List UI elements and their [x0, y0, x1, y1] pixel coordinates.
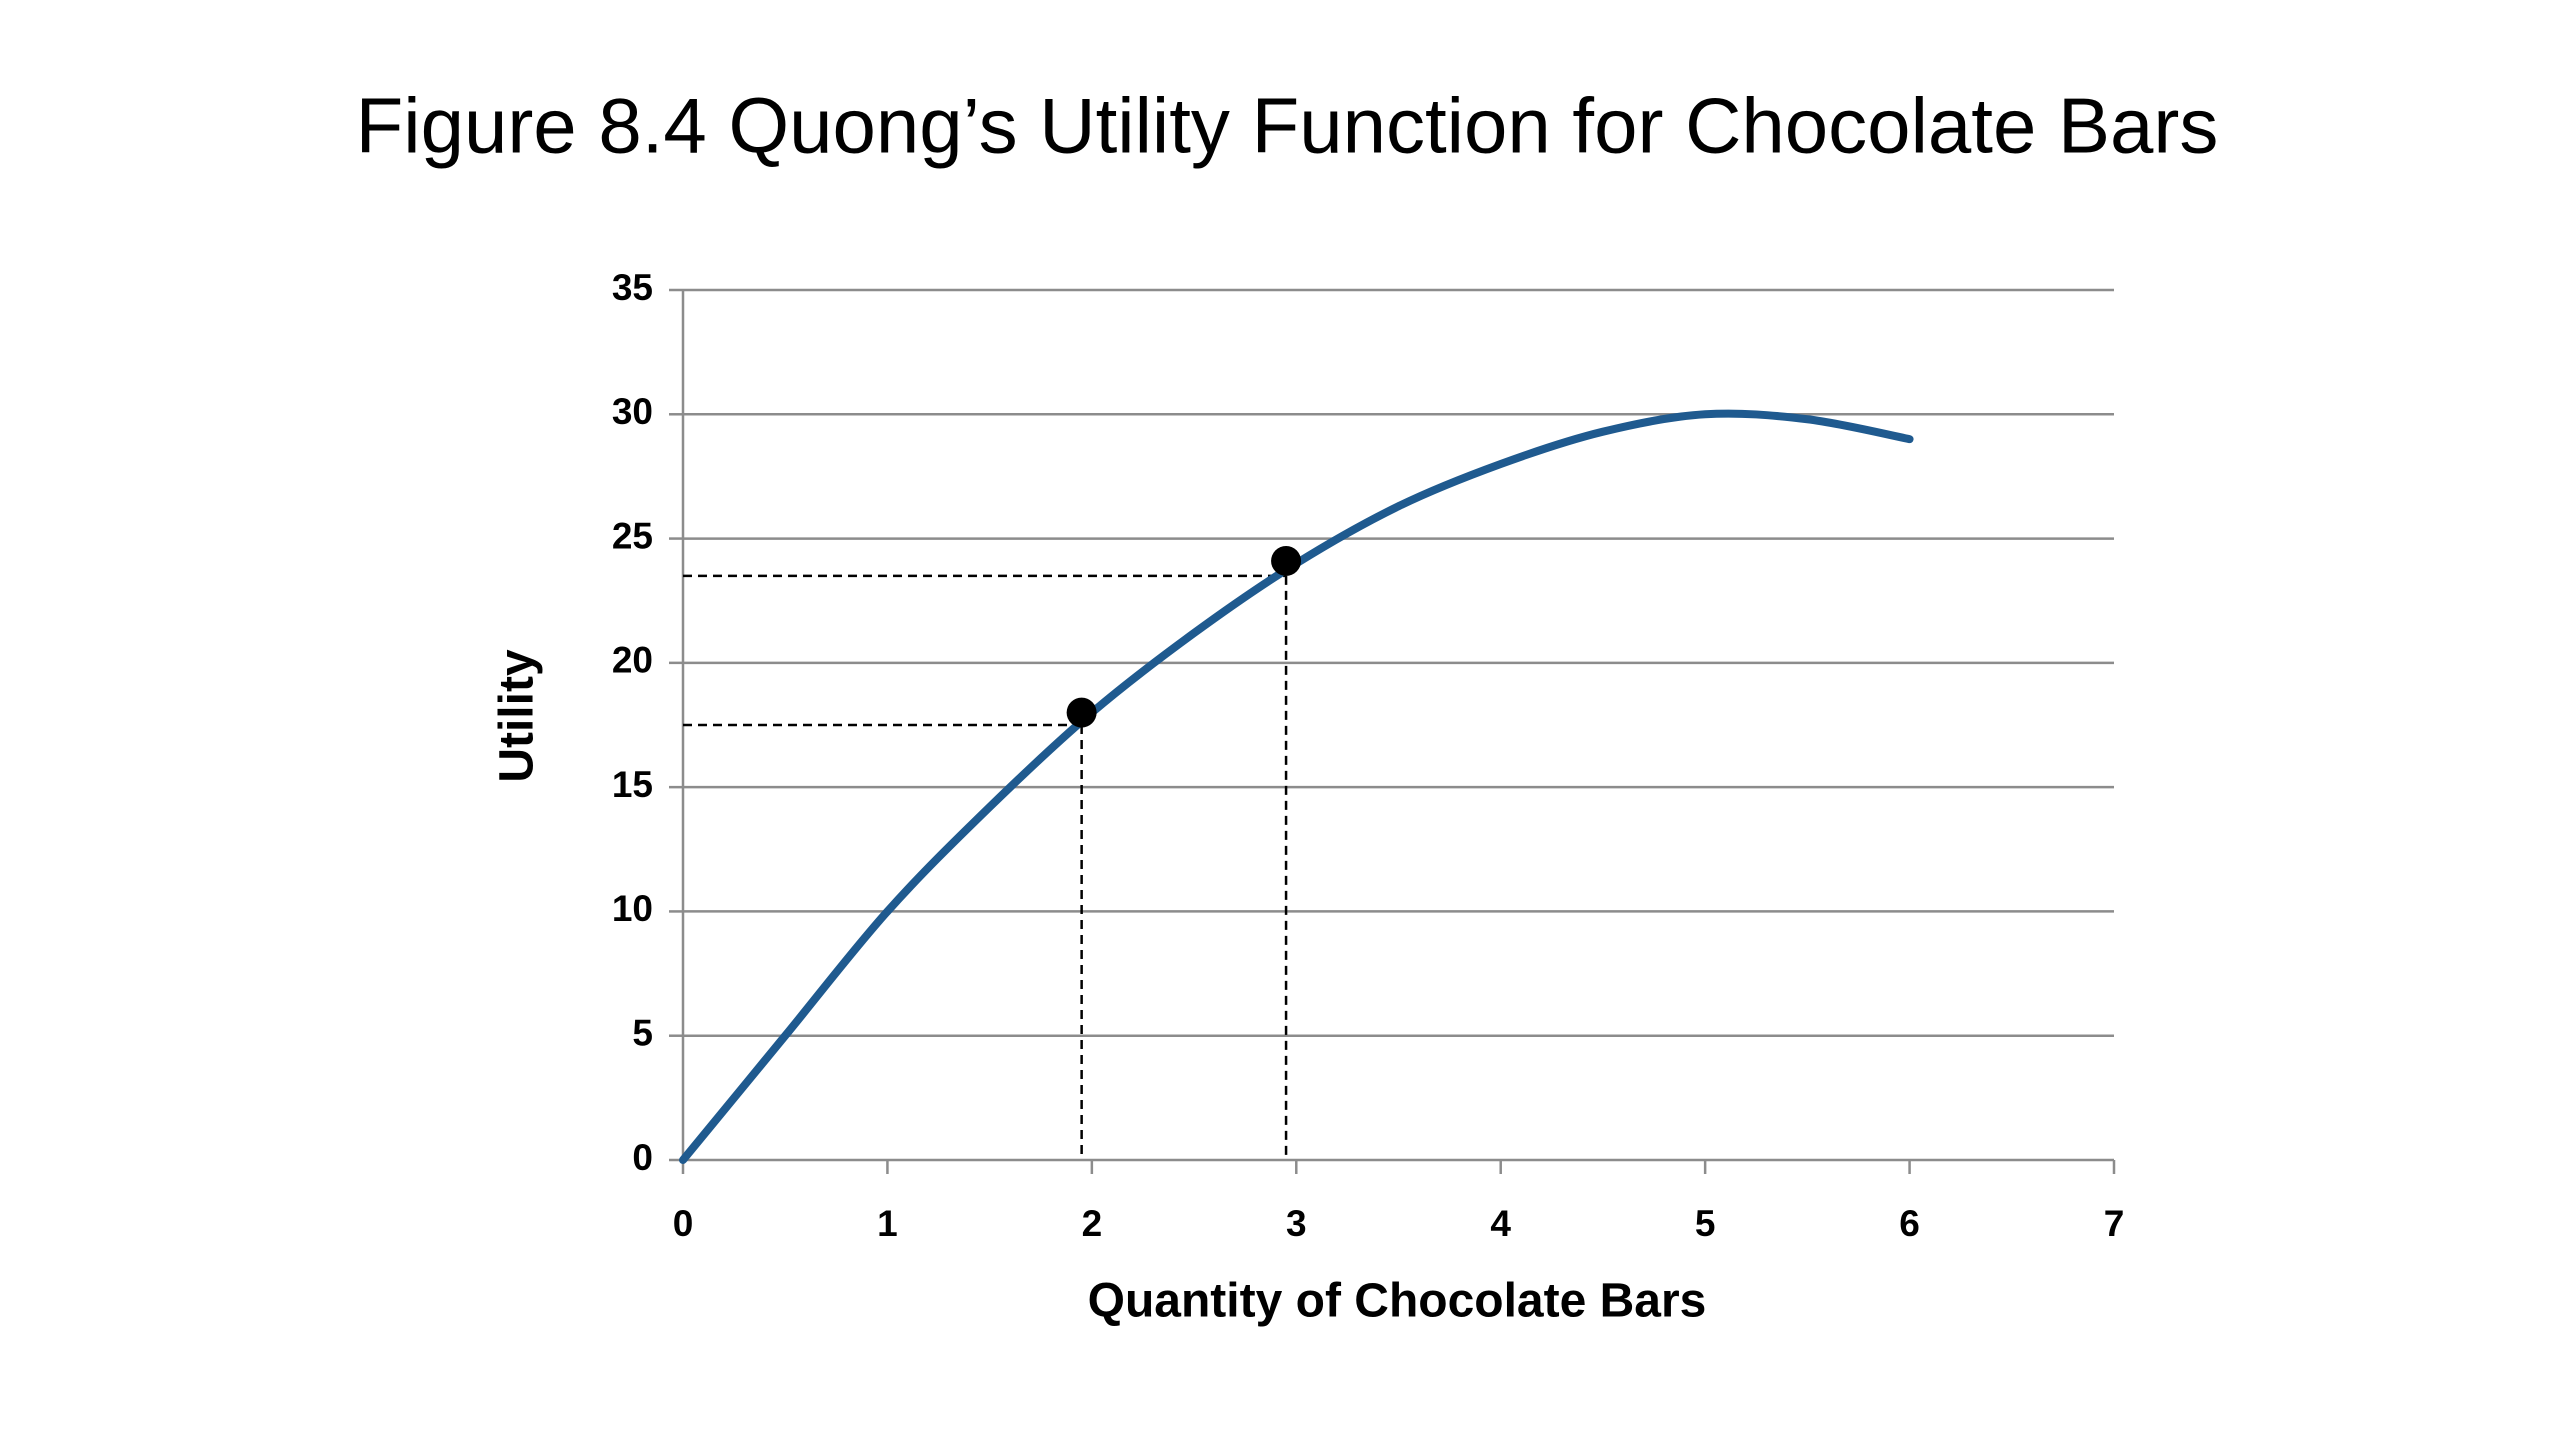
line-series — [679, 409, 1914, 1164]
x-tick-label: 7 — [2104, 1203, 2125, 1244]
x-tick-label: 2 — [1082, 1203, 1103, 1244]
y-tick-label: 0 — [632, 1137, 653, 1178]
x-tick-label: 4 — [1490, 1203, 1511, 1244]
point — [1066, 697, 1097, 728]
x-tick-label: 5 — [1695, 1203, 1716, 1244]
chart-title: Figure 8.4 Quong’s Utility Function for … — [356, 82, 2219, 170]
y-tick-label: 10 — [612, 888, 653, 929]
y-tick-label: 5 — [632, 1012, 653, 1053]
x-tick-label: 0 — [673, 1203, 694, 1244]
x-tick-label: 3 — [1286, 1203, 1307, 1244]
y-tick-label: 30 — [612, 391, 653, 432]
x-axis-title: Quantity of Chocolate Bars — [1088, 1275, 1707, 1328]
y-tick-label: 15 — [612, 764, 653, 805]
y-tick-label: 20 — [612, 640, 653, 681]
y-tick-label: 25 — [612, 515, 653, 556]
y-tick-label: 35 — [612, 267, 653, 308]
x-tick-label: 1 — [877, 1203, 898, 1244]
x-tick-label: 6 — [1899, 1203, 1920, 1244]
point — [1271, 545, 1302, 576]
y-axis-title: Utility — [491, 649, 544, 783]
